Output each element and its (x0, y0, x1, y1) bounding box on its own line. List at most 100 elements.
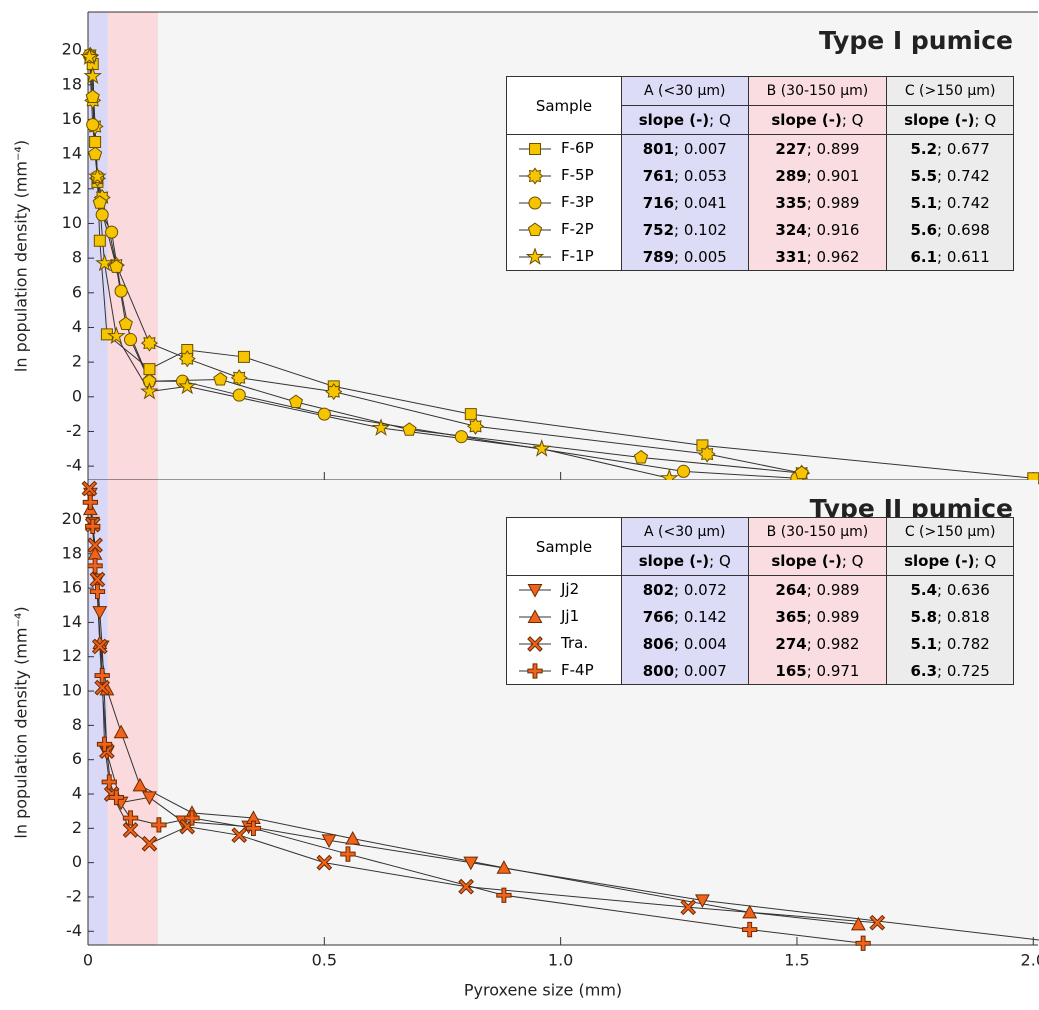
marker (107, 326, 126, 345)
marker (245, 820, 262, 836)
table-cell: 227; 0.899 (747, 134, 888, 162)
table-cell: 806; 0.004 (620, 630, 749, 657)
marker (528, 196, 542, 210)
legend-cell: F-4P (506, 657, 622, 685)
marker (177, 376, 197, 395)
table-cell: 761; 0.053 (620, 162, 749, 189)
y-tick-label: 10 (62, 681, 82, 700)
legend-label: F-2P (561, 220, 594, 239)
y-tick-label: 10 (62, 213, 82, 232)
y-tick-label: 12 (62, 178, 82, 197)
marker (89, 571, 106, 588)
marker (496, 887, 512, 903)
marker (80, 47, 99, 65)
table-cell: 365; 0.989 (747, 603, 888, 630)
marker (466, 417, 485, 435)
marker (151, 817, 167, 833)
header-cell: B (30-150 µm) (747, 76, 888, 106)
marker (85, 518, 101, 534)
header-cell: C (>150 µm) (886, 517, 1014, 547)
y-tick-label: 0 (72, 852, 82, 871)
x-tick-label: 1.5 (784, 951, 809, 970)
marker (86, 118, 100, 132)
header-cell: C (>150 µm) (886, 76, 1014, 106)
legend-label: F-3P (561, 193, 594, 212)
table-cell: 5.1; 0.782 (886, 630, 1014, 657)
marker (143, 363, 156, 376)
marker (694, 894, 710, 909)
table-row: Tra. 806; 0.004 274; 0.982 5.1; 0.782 (506, 630, 1014, 657)
header-cell: Sample (506, 517, 622, 576)
table-cell: 5.2; 0.677 (886, 134, 1014, 162)
marker (95, 208, 109, 222)
y-tick-label: 6 (72, 282, 82, 301)
marker (230, 369, 248, 387)
y-tick-label: 2 (72, 352, 82, 371)
marker (87, 558, 103, 574)
marker (178, 350, 196, 368)
y-tick-label: 16 (62, 578, 82, 597)
marker (132, 777, 148, 792)
marker (89, 136, 102, 148)
marker (316, 854, 333, 871)
legend-cell: Jj2 (506, 575, 622, 603)
table-cell: 274; 0.982 (747, 630, 888, 657)
marker (317, 407, 331, 421)
subheader-cell: slope (-); Q (747, 546, 888, 576)
marker (113, 724, 129, 739)
marker (101, 774, 117, 790)
marker (213, 371, 228, 386)
table-cell: 6.3; 0.725 (886, 657, 1014, 685)
table-row: F-2P 752; 0.102 324; 0.916 5.6; 0.698 (506, 216, 1014, 243)
marker (525, 246, 545, 265)
marker (231, 827, 248, 844)
y-tick-label: 4 (72, 784, 82, 803)
marker (794, 465, 809, 480)
marker (742, 904, 758, 919)
table-row: Jj2 802; 0.072 264; 0.989 5.4; 0.636 (506, 575, 1014, 603)
marker (527, 583, 543, 598)
marker (527, 635, 543, 652)
y-tick-label: 16 (62, 109, 82, 128)
legend-cell: F-1P (506, 243, 622, 271)
marker (140, 334, 159, 352)
x-tick-label: 0 (83, 951, 93, 970)
stats-table: Sample A (<30 µm) B (30-150 µm) C (>150 µm)… (506, 76, 1014, 271)
legend-label: F-5P (561, 166, 594, 185)
marker (85, 89, 100, 103)
legend-label: F-6P (561, 139, 594, 158)
marker (496, 860, 512, 874)
table-cell: 6.1; 0.611 (886, 243, 1014, 271)
legend-symbol (519, 663, 551, 679)
marker (87, 146, 103, 161)
legend-label: Tra. (561, 634, 589, 653)
table-cell: 289; 0.901 (747, 162, 888, 189)
y-tick-label: -2 (66, 886, 82, 905)
marker (118, 316, 133, 331)
table-cell: 165; 0.971 (747, 657, 888, 685)
marker (321, 834, 337, 848)
legend-cell: F-5P (506, 162, 622, 189)
marker (109, 259, 124, 273)
table-row: F-4P 800; 0.007 165; 0.971 6.3; 0.725 (506, 657, 1014, 685)
legend-label: Jj2 (561, 580, 580, 599)
marker (94, 679, 111, 696)
marker (93, 234, 106, 247)
marker (105, 225, 119, 239)
legend-symbol (519, 246, 551, 265)
y-tick-label: 20 (62, 509, 82, 528)
marker (91, 638, 108, 655)
marker (94, 667, 110, 684)
table-cell: 5.1; 0.742 (886, 189, 1014, 216)
subheader-cell: slope (-); Q (747, 105, 888, 135)
legend-cell: F-6P (506, 134, 622, 162)
table-row: F-3P 716; 0.041 335; 0.989 5.1; 0.742 (506, 189, 1014, 216)
table-row: F-1P 789; 0.005 331; 0.962 6.1; 0.611 (506, 243, 1014, 271)
header-cell: Sample (506, 76, 622, 135)
marker (232, 388, 246, 402)
table-row: F-5P 761; 0.053 289; 0.901 5.5; 0.742 (506, 162, 1014, 189)
y-axis-label: ln population density (mm⁻⁴) (12, 606, 31, 838)
marker (87, 537, 103, 554)
